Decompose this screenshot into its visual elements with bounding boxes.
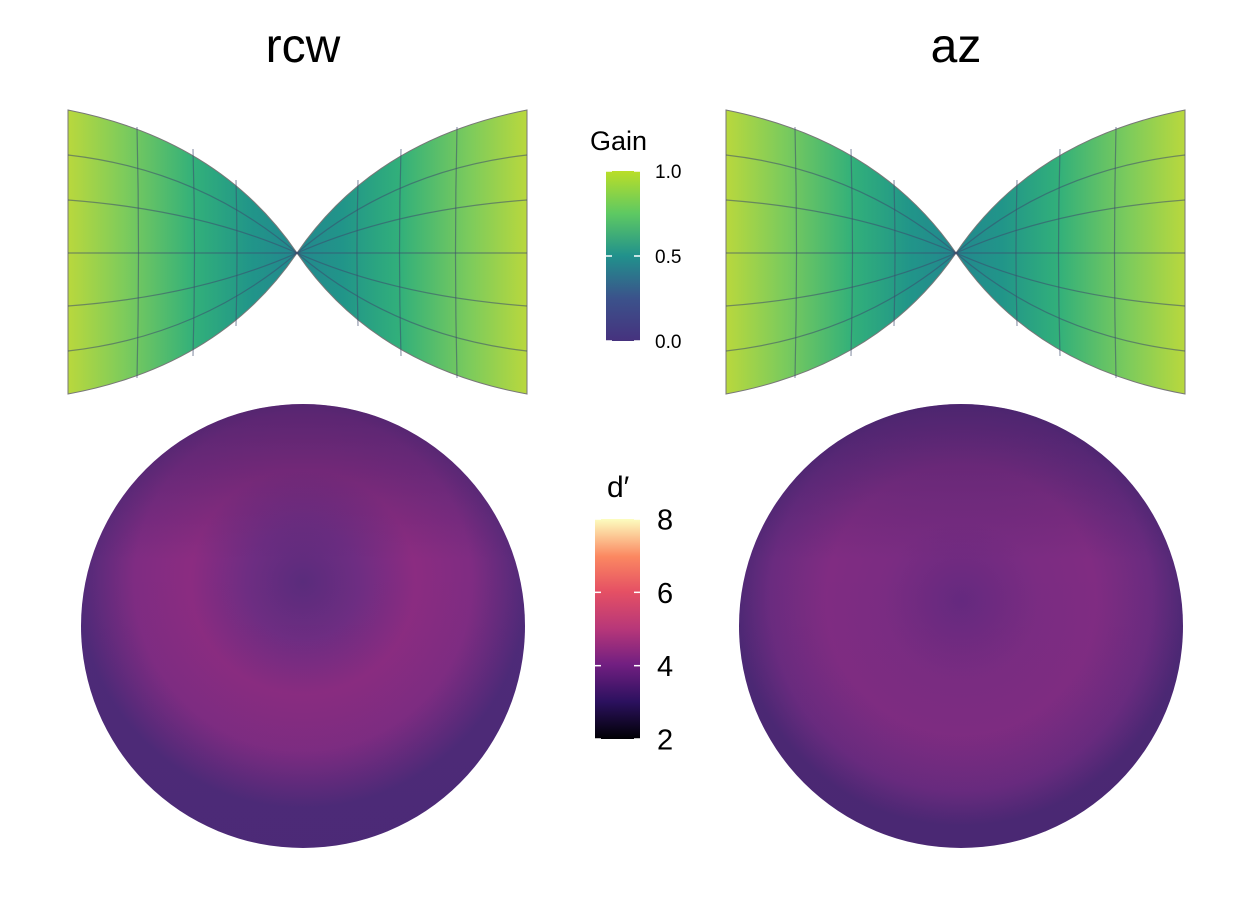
gain-legend: Gain 1.0 0.5 0.0 [590, 126, 681, 353]
gain-legend-ticks: 1.0 0.5 0.0 [606, 162, 681, 353]
gain-tick-label: 1.0 [655, 162, 681, 183]
dprime-legend-ticks: 8 6 4 2 [595, 504, 673, 756]
dprime-legend: d′ 8 6 4 2 [595, 471, 673, 756]
dprime-map-rcw [81, 404, 525, 848]
gain-map-rcw-right-lobe [296, 109, 528, 395]
dprime-legend-title: d′ [607, 471, 630, 504]
gain-tick-label: 0.5 [655, 247, 681, 268]
dprime-map-az [739, 404, 1183, 848]
gain-map-rcw-grid [67, 126, 528, 379]
gain-map-az-grid [725, 126, 1186, 379]
gain-map-az-left-lobe [725, 109, 957, 395]
dprime-tick-label: 2 [657, 724, 673, 756]
panel-title-rcw: rcw [266, 20, 341, 73]
dprime-tick-label: 8 [657, 504, 673, 536]
gain-map-az-right-lobe [955, 109, 1186, 395]
dprime-colorbar [595, 519, 640, 739]
gain-tick-label: 0.0 [655, 332, 681, 353]
gain-map-az [725, 109, 1186, 395]
dprime-tick-label: 6 [657, 578, 673, 610]
dprime-tick-label: 4 [657, 651, 673, 683]
gain-map-rcw-left-lobe [67, 109, 298, 395]
gain-legend-title: Gain [590, 126, 647, 156]
panel-title-az: az [931, 20, 982, 73]
gain-map-rcw [67, 109, 528, 395]
